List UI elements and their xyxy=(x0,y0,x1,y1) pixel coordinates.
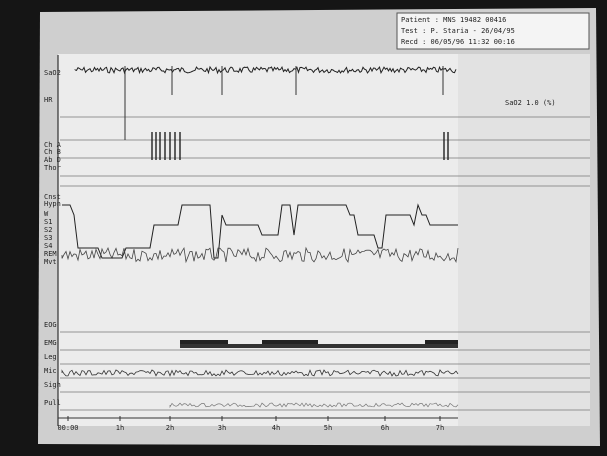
movement-trace xyxy=(61,246,459,264)
channel-label: S3 xyxy=(44,234,52,242)
time-label: 2h xyxy=(166,424,174,432)
channel-label: Ch B xyxy=(44,148,61,156)
channel-label: Ab D xyxy=(44,156,61,164)
channel-label: Mvt xyxy=(44,258,57,266)
header-line: Patient : MNS 19482 00416 xyxy=(401,16,506,24)
channel-label: Ch A xyxy=(44,141,62,149)
time-label: 1h xyxy=(116,424,124,432)
channel-label: HR xyxy=(44,96,53,104)
time-label: 3h xyxy=(218,424,226,432)
mic-trace xyxy=(61,369,459,377)
pull-trace xyxy=(169,402,459,409)
channel-label: S4 xyxy=(44,242,52,250)
time-label: 4h xyxy=(272,424,280,432)
time-label: 00:00 xyxy=(57,424,78,432)
header-box xyxy=(396,12,590,50)
channel-label: Thor xyxy=(44,164,61,172)
header-line: Recd : 06/05/96 11:32 00:16 xyxy=(401,38,515,46)
channel-label: EMG xyxy=(44,339,57,347)
channel-label: Sigh xyxy=(44,381,61,389)
time-label: 5h xyxy=(324,424,332,432)
time-label: 7h xyxy=(436,424,444,432)
hypnogram xyxy=(62,203,458,259)
channel-label: Cnst xyxy=(44,193,61,201)
channel-label: EOG xyxy=(44,321,57,329)
header-line: Test : P. Staria - 26/04/95 xyxy=(401,27,515,35)
future-area xyxy=(458,54,590,426)
channel-label: REM xyxy=(44,250,57,258)
channel-label: Hypn xyxy=(44,200,61,208)
sao2-trace xyxy=(74,65,457,75)
annotation: SaO2 1.0 (%) xyxy=(505,99,556,107)
emg-baseline xyxy=(180,344,458,348)
channel-label: Pull xyxy=(44,399,61,407)
channel-label: SaO2 xyxy=(44,69,61,77)
channel-label: Mic xyxy=(44,367,57,375)
channel-label: S2 xyxy=(44,226,52,234)
time-label: 6h xyxy=(381,424,389,432)
channel-label: Leg xyxy=(44,353,57,361)
channel-label: S1 xyxy=(44,218,52,226)
channel-label: W xyxy=(44,210,49,218)
